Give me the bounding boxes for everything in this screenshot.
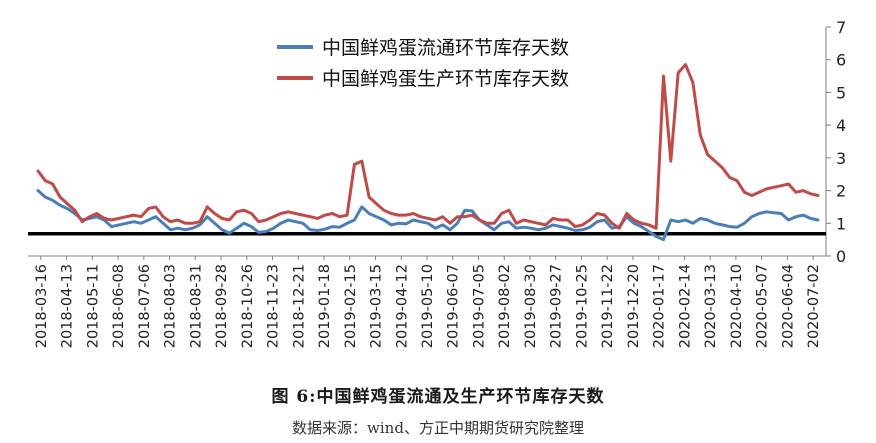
y-tick-label: 7 [836,18,846,37]
x-tick-label: 2018-09-28 [214,264,230,348]
x-tick-label: 2019-09-27 [549,264,565,348]
x-tick-label: 2018-12-21 [291,264,307,348]
x-tick-label: 2020-06-04 [780,264,796,348]
source-note: 数据来源：wind、方正中期期货研究院整理 [292,419,584,437]
y-tick-label: 3 [836,149,846,168]
y-tick-label: 6 [836,51,846,70]
x-tick-label: 2019-11-22 [600,264,616,348]
x-tick-label: 2019-02-15 [343,264,359,348]
x-tick-label: 2018-08-31 [188,264,204,348]
x-tick-label: 2019-04-12 [394,264,410,348]
x-tick-label: 2018-07-06 [137,264,153,348]
x-tick-label: 2018-04-13 [60,264,76,348]
x-tick-label: 2019-12-20 [626,264,642,348]
x-tick-labels: 2018-03-16 2018-04-13 2018-05-11 2018-06-08… [34,264,822,348]
x-tick-label: 2019-01-18 [317,264,333,348]
series-line-2 [36,63,820,230]
line-chart-svg: 2018-03-16 2018-04-13 2018-05-11 2018-06-08… [28,18,846,348]
x-tick-label: 2020-05-07 [755,264,771,348]
x-tick-label: 2020-01-17 [652,264,668,348]
axes [28,26,831,260]
x-tick-label: 2019-10-25 [574,264,590,348]
x-tick-label: 2018-08-03 [163,264,179,348]
x-tick-label: 2019-07-05 [471,264,487,348]
x-tick-label: 2020-02-14 [677,264,693,348]
x-tick-label: 2019-03-15 [369,264,385,348]
x-tick-label: 2019-05-10 [420,264,436,348]
series-line-1 [36,189,820,242]
chart: 2018-03-16 2018-04-13 2018-05-11 2018-06-08… [28,18,846,348]
y-tick-label: 0 [836,247,846,266]
y-tick-label: 1 [836,214,846,233]
x-tick-label: 2018-11-23 [266,264,282,348]
series-group [36,63,820,242]
y-tick-label: 5 [836,83,846,102]
y-tick-label: 2 [836,182,846,201]
x-tick-label: 2020-03-13 [703,264,719,348]
y-tick-labels: 0 1 2 3 4 5 6 7 [836,18,846,266]
x-tick-label: 2018-03-16 [34,264,50,348]
x-tick-label: 2019-08-02 [497,264,513,348]
x-tick-label: 2020-04-10 [729,264,745,348]
legend-label-1: 中国鲜鸡蛋流通环节库存天数 [322,37,569,59]
x-tick-label: 2018-05-11 [85,264,101,348]
x-tick-label: 2019-08-30 [523,264,539,348]
x-tick-label: 2018-06-08 [111,264,127,348]
figure-caption: 图 6:中国鲜鸡蛋流通及生产环节库存天数 [271,387,605,407]
x-tick-label: 2018-10-26 [240,264,256,348]
y-tick-label: 4 [836,116,846,135]
x-tick-label: 2019-06-07 [446,264,462,348]
legend-label-2: 中国鲜鸡蛋生产环节库存天数 [322,68,569,90]
x-tick-label: 2020-07-02 [806,264,822,348]
